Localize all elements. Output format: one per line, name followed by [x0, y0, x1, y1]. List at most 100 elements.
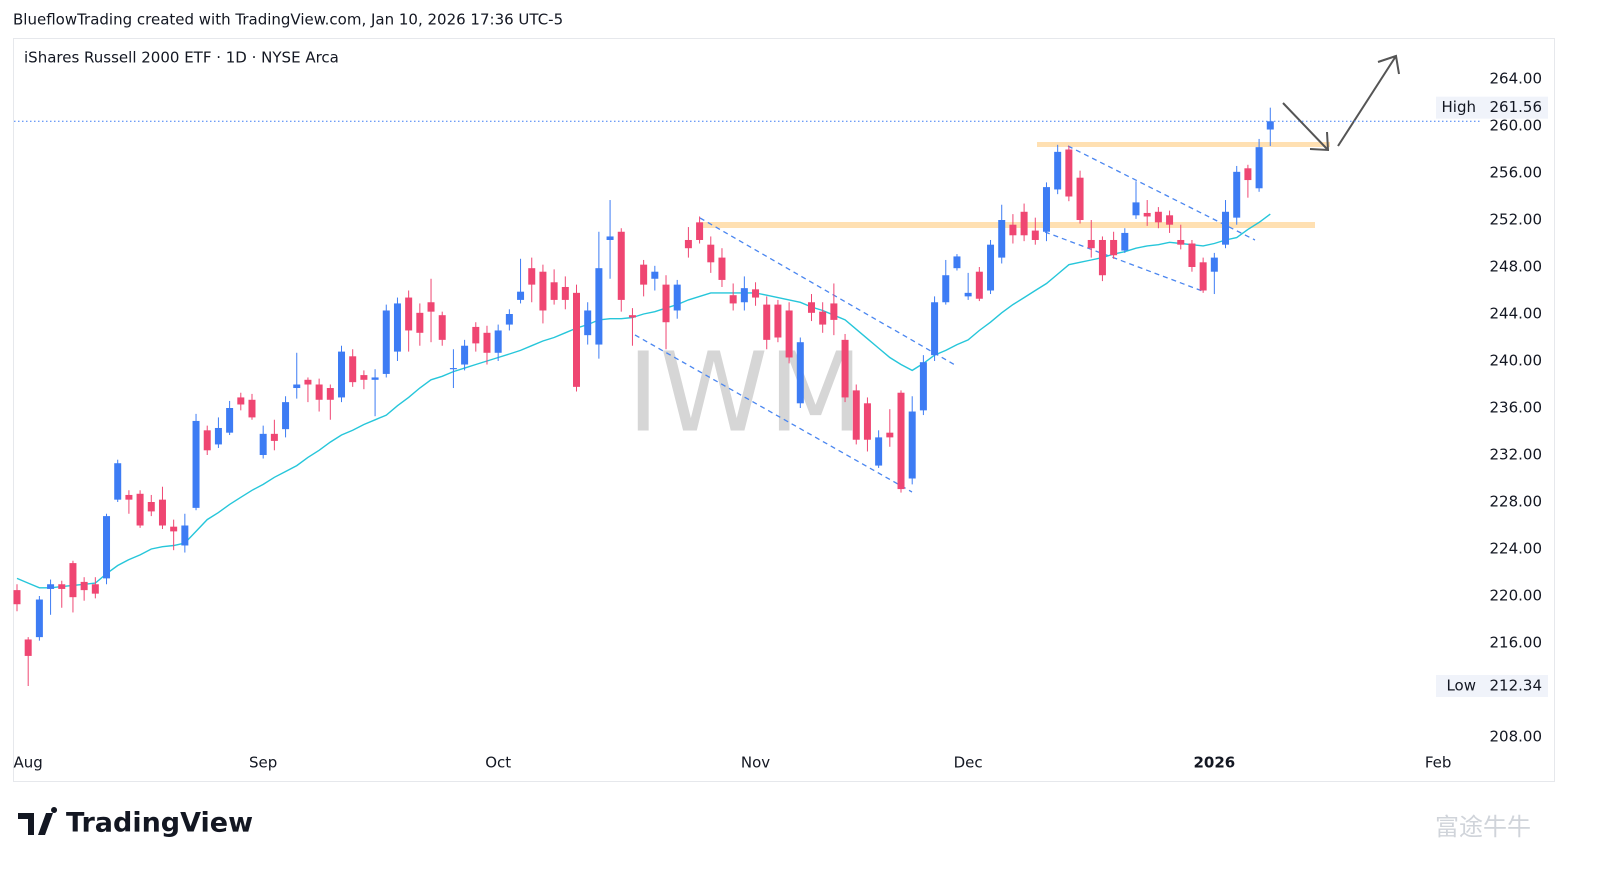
candle-body: [841, 339, 849, 398]
candle-body: [908, 411, 916, 479]
candle-body: [1042, 187, 1050, 232]
price-marker-label: High: [1442, 98, 1476, 116]
candle-body: [1154, 211, 1162, 223]
candle-body: [897, 392, 905, 490]
candle-body: [427, 302, 435, 312]
candle-body: [315, 384, 323, 400]
price-marker-box: [1436, 96, 1548, 119]
y-tick-label: 256.00: [1490, 164, 1543, 182]
candle-body: [942, 275, 950, 303]
y-tick-label: 244.00: [1490, 305, 1543, 323]
candle-body: [35, 599, 43, 638]
candle-body: [47, 584, 55, 589]
logo-mark: [18, 807, 58, 835]
y-tick-label: 224.00: [1490, 540, 1543, 558]
x-tick-label: Feb: [1425, 754, 1452, 772]
candle-body: [998, 220, 1006, 258]
candle-body: [807, 302, 815, 313]
candle-body: [203, 430, 211, 451]
candle-body: [539, 271, 547, 311]
candle-body: [752, 289, 760, 298]
candle-body: [91, 584, 99, 594]
header: BlueflowTrading created with TradingView…: [13, 11, 563, 29]
candle-body: [886, 432, 894, 438]
candle-body: [1065, 149, 1073, 197]
candle-body: [617, 231, 625, 300]
candle-body: [405, 297, 413, 331]
candle-body: [1076, 177, 1084, 221]
price-marker-box: [1436, 675, 1548, 698]
price-marker-label: Low: [1446, 677, 1476, 695]
candle-body: [304, 379, 312, 385]
candle-body: [483, 332, 491, 353]
candle-body: [326, 388, 334, 400]
candle-body: [214, 427, 222, 445]
y-tick-label: 232.00: [1490, 446, 1543, 464]
candle-body: [729, 295, 737, 304]
candle-body: [248, 399, 256, 418]
candle-body: [270, 433, 278, 441]
candle-body: [640, 264, 648, 285]
candle-body: [371, 377, 379, 380]
candle-body: [1143, 212, 1151, 217]
chart-title: iShares Russell 2000 ETF · 1D · NYSE Arc…: [24, 49, 339, 67]
candle-body: [1255, 147, 1263, 189]
candle-body: [1166, 215, 1174, 225]
arrows: [1282, 54, 1400, 152]
candle-body: [1188, 243, 1196, 268]
y-tick-label: 260.00: [1490, 117, 1543, 135]
y-tick-label: 248.00: [1490, 258, 1543, 276]
candle-body: [1222, 211, 1230, 245]
candle-body: [707, 244, 715, 263]
y-tick-label: 252.00: [1490, 211, 1543, 229]
candle-body: [1098, 239, 1106, 276]
candle-body: [393, 303, 401, 352]
frame: [13, 38, 1555, 782]
price-marker-value: 261.56: [1490, 98, 1543, 116]
candle-body: [114, 463, 122, 500]
candle-body: [494, 330, 502, 353]
symbol-watermark: IWM: [627, 328, 863, 456]
candle-body: [158, 499, 166, 526]
candle-body: [931, 302, 939, 356]
x-tick-label: Sep: [249, 754, 277, 772]
candle-body: [953, 256, 961, 269]
moving-average: [16, 213, 1271, 589]
candle-body: [382, 310, 390, 374]
candle-body: [763, 304, 771, 340]
y-tick-label: 264.00: [1490, 70, 1543, 88]
candle-body: [282, 402, 290, 430]
candle-body: [13, 590, 21, 605]
candle-body: [192, 420, 200, 508]
candle-body: [1210, 257, 1218, 272]
footer: TradingView 富途牛牛: [66, 808, 1531, 842]
candle-body: [125, 494, 133, 500]
candle-body: [293, 384, 301, 389]
candle-body: [472, 326, 480, 344]
candle-body: [696, 222, 704, 240]
candle-body: [561, 286, 569, 300]
candle-body: [819, 311, 827, 325]
candle-body: [1110, 239, 1118, 256]
x-tick-label: Oct: [485, 754, 511, 772]
candle-body: [1121, 232, 1129, 251]
candle-body: [975, 271, 983, 299]
candle-body: [740, 288, 748, 303]
y-tick-label: 228.00: [1490, 493, 1543, 511]
candle-body: [461, 345, 469, 365]
price-marker-value: 212.34: [1490, 677, 1543, 695]
candle-body: [852, 390, 860, 440]
candle-body: [1233, 171, 1241, 218]
candle-body: [58, 584, 66, 589]
candle-body: [919, 362, 927, 411]
candle-body: [830, 303, 838, 320]
candle-body: [103, 516, 111, 579]
candle-body: [69, 563, 77, 598]
candle-body: [987, 244, 995, 291]
candle-body: [181, 525, 189, 546]
candle-body: [338, 351, 346, 398]
candle-body: [416, 312, 424, 333]
candle-body: [595, 268, 603, 345]
